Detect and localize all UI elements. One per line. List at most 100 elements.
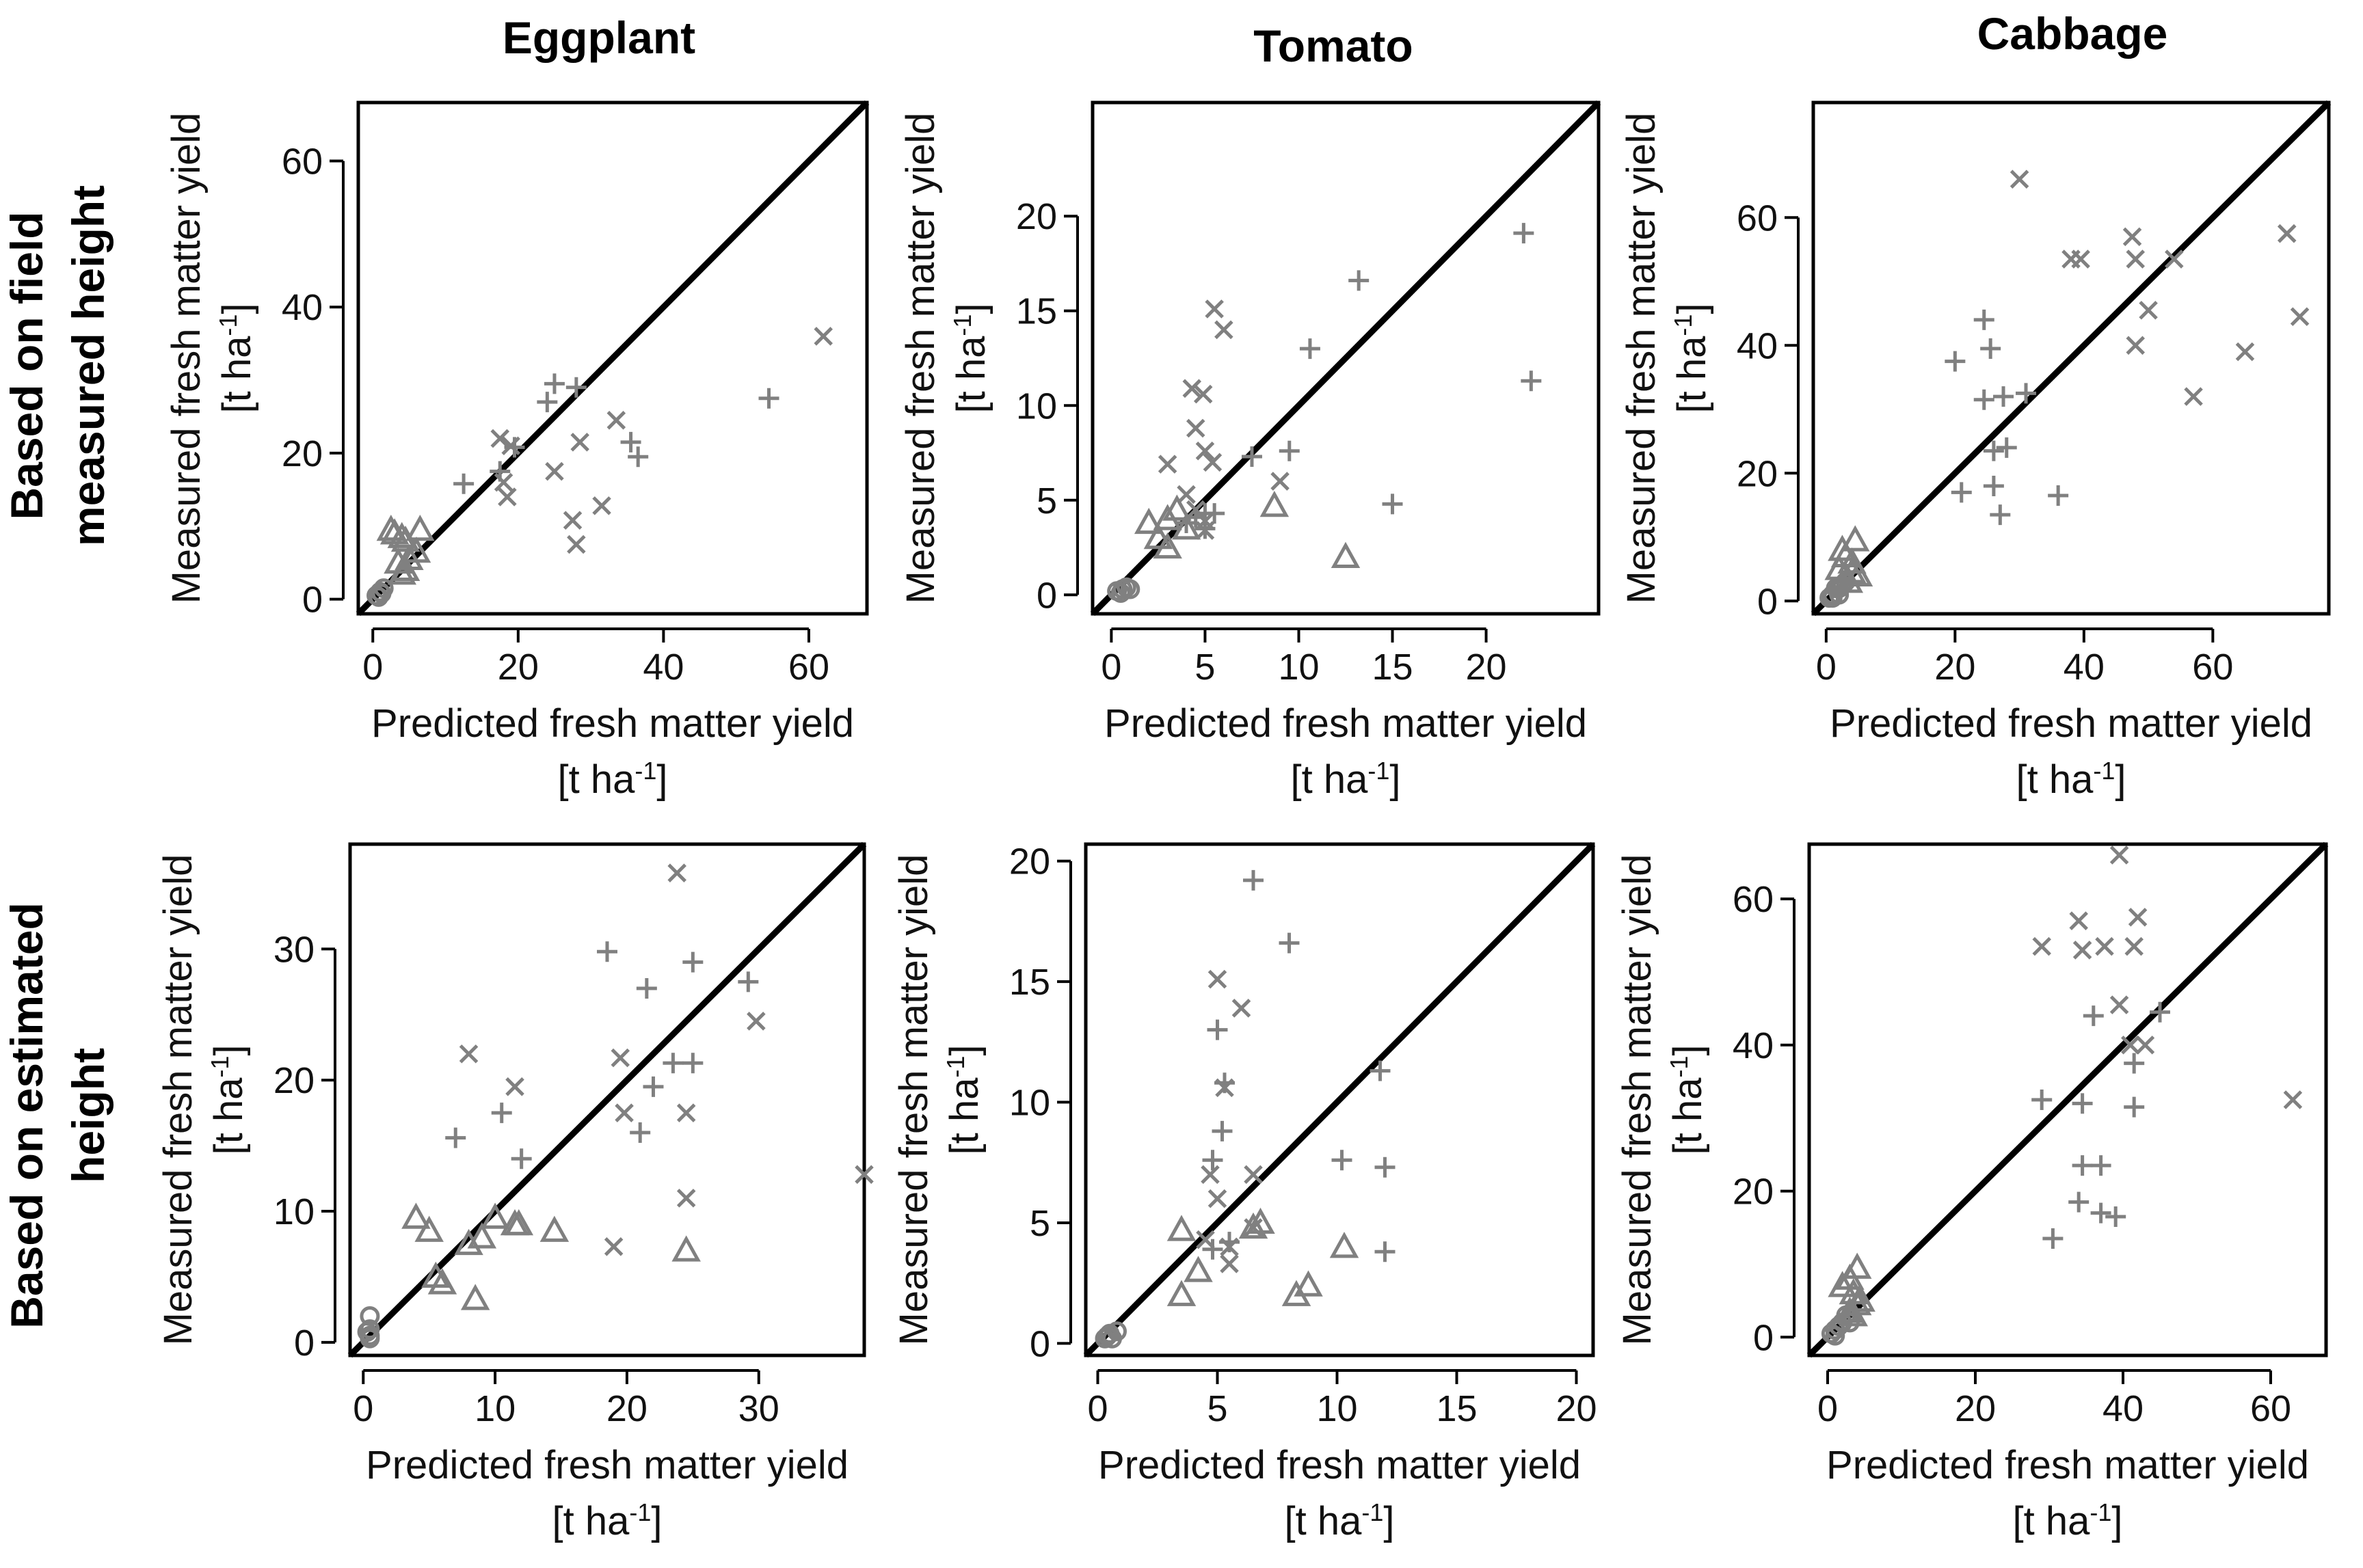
x-tick-label: 10	[475, 1388, 516, 1429]
point-triangle	[379, 518, 410, 545]
panel-tomato-field: 0 5 10 15 20 0 5 10 15 20 Predicted fresh matter y…	[898, 100, 1601, 802]
point-plus	[1241, 446, 1262, 468]
y-tick-label: 60	[1737, 198, 1778, 239]
point-plus	[628, 446, 649, 468]
point-cross	[2184, 387, 2203, 406]
x-axis-unit: [t ha-1]	[1291, 757, 1401, 802]
point-plus	[1980, 338, 2001, 359]
point-cross	[747, 1012, 766, 1031]
point-triangle	[480, 1202, 510, 1229]
point-triangle	[671, 1235, 701, 1262]
series-cross	[1196, 969, 1263, 1273]
point-cross	[676, 1103, 696, 1122]
point-plus	[1370, 1060, 1391, 1081]
y-tick-label: 40	[1737, 325, 1778, 366]
row-label-estimated-line1: Based on estimated	[1, 902, 52, 1329]
series-plus	[1202, 869, 1396, 1262]
point-plus	[597, 941, 617, 962]
x-axis-unit: [t ha-1]	[2013, 1498, 2123, 1543]
point-plus	[1993, 386, 2014, 407]
y-tick-label: 10	[273, 1191, 315, 1232]
point-plus	[1207, 1019, 1228, 1040]
point-cross	[1214, 320, 1233, 340]
point-triangle	[1143, 523, 1173, 550]
point-cross	[592, 496, 611, 515]
col-title-cabbage: Cabbage	[1977, 8, 2168, 59]
y-tick-label: 10	[1009, 1083, 1050, 1124]
point-cross	[501, 436, 520, 455]
point-plus	[1202, 1239, 1223, 1260]
identity-line	[347, 841, 867, 1358]
point-plus	[1374, 1157, 1396, 1178]
point-triangle	[395, 543, 424, 570]
point-cross	[498, 487, 517, 506]
series-cross	[2032, 846, 2303, 1109]
x-axis-label: Predicted fresh matter yield	[371, 701, 854, 746]
panel-cabbage-field: 0 20 40 60 0 20 40 60 Predicted fresh matter yie…	[1619, 100, 2332, 802]
point-cross	[1215, 1078, 1234, 1098]
y-axis-label: Measured fresh matter yield	[156, 854, 200, 1346]
point-plus	[1951, 482, 1972, 503]
x-axis-label: Predicted fresh matter yield	[1830, 701, 2312, 746]
point-circle	[1829, 578, 1850, 599]
point-triangle	[414, 1215, 444, 1242]
y-axis-unit: [t ha-1]	[214, 303, 259, 414]
x-tick-label: 15	[1436, 1388, 1477, 1429]
series-triangle	[1134, 490, 1361, 568]
point-plus	[2016, 383, 2037, 404]
point-circle	[357, 1321, 377, 1342]
point-circle	[1110, 583, 1131, 604]
point-triangle	[539, 1215, 570, 1242]
point-plus	[2048, 485, 2069, 506]
plot-frame	[1091, 100, 1601, 616]
series-plus	[1945, 309, 2069, 526]
point-plus	[2042, 1228, 2064, 1249]
point-cross	[2277, 224, 2297, 243]
point-plus	[511, 1148, 532, 1170]
point-cross	[1177, 485, 1196, 504]
y-axis-label: Measured fresh matter yield	[1615, 854, 1659, 1346]
series-triangle	[401, 1202, 701, 1310]
y-axis-label: Measured fresh matter yield	[1619, 113, 1664, 604]
point-cross	[2069, 911, 2088, 930]
point-plus	[2031, 1090, 2053, 1110]
point-circle	[1839, 1312, 1860, 1333]
y-axis-label: Measured fresh matter yield	[164, 113, 209, 604]
y-tick-label: 15	[1009, 962, 1050, 1003]
point-plus	[2072, 1155, 2093, 1176]
x-axis-unit: [t ha-1]	[2016, 757, 2126, 802]
y-axis-unit: [t ha-1]	[948, 303, 993, 414]
series-cross	[2010, 170, 2310, 406]
x-tick-label: 40	[643, 647, 684, 688]
plot-frame	[356, 100, 869, 616]
point-triangle	[1246, 1207, 1275, 1234]
x-tick-label: 0	[1817, 1388, 1838, 1429]
point-plus	[1279, 932, 1300, 954]
point-plus	[1202, 1150, 1223, 1171]
point-triangle	[401, 537, 431, 563]
y-axis-unit: [t ha-1]	[942, 1045, 987, 1155]
point-cross	[1193, 384, 1213, 404]
point-cross	[2139, 301, 2158, 320]
point-triangle	[504, 1209, 534, 1236]
point-plus	[1983, 476, 2004, 496]
point-cross	[2109, 846, 2129, 865]
point-cross	[611, 1048, 630, 1068]
series-plus	[445, 941, 759, 1170]
point-plus	[1513, 223, 1534, 244]
y-axis-label: Measured fresh matter yield	[892, 854, 936, 1346]
x-tick-label: 0	[1101, 647, 1121, 688]
x-tick-label: 20	[1934, 647, 1975, 688]
point-cross	[1201, 1165, 1220, 1185]
point-triangle	[1841, 525, 1870, 552]
point-cross	[855, 1165, 874, 1185]
identity-line	[356, 100, 870, 617]
point-cross	[2283, 1090, 2303, 1109]
series-circle	[366, 578, 394, 607]
point-plus	[1374, 1241, 1396, 1262]
point-triangle	[1294, 1270, 1323, 1297]
point-cross	[2235, 342, 2255, 362]
point-plus	[1973, 309, 1994, 330]
point-triangle	[1238, 1212, 1268, 1239]
